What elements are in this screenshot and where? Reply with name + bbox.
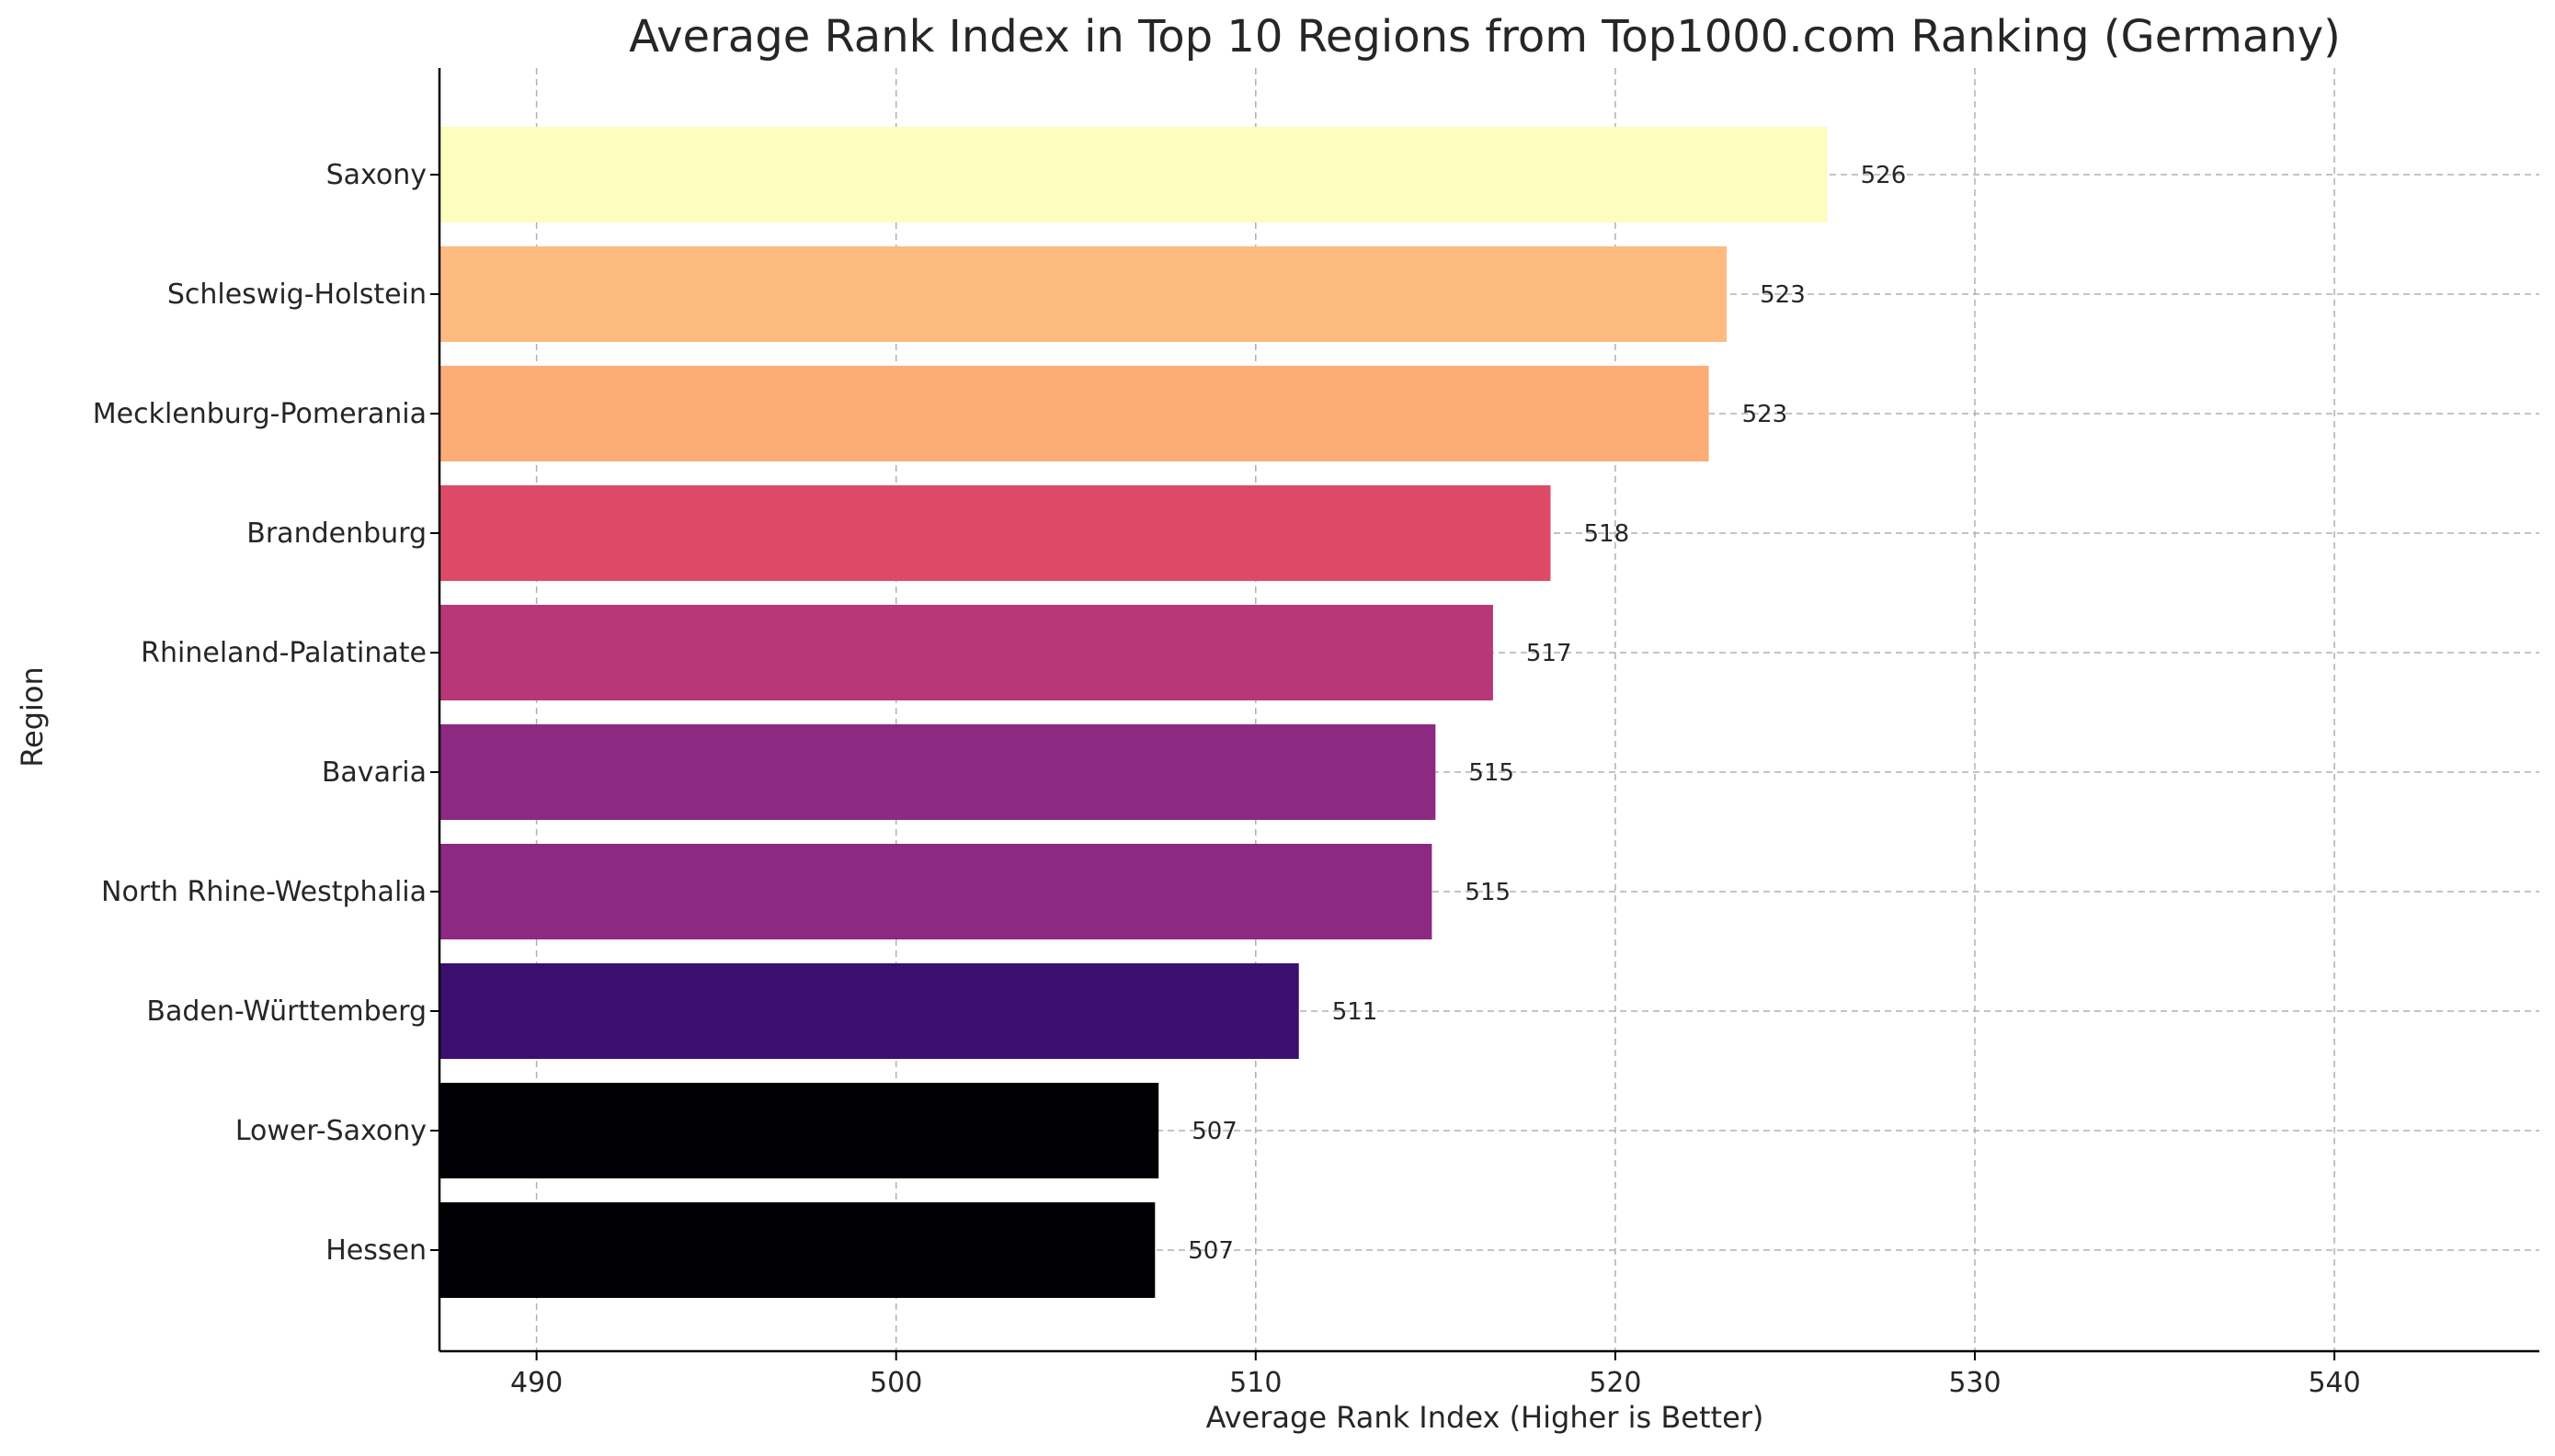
y-tick-label: North Rhine-Westphalia <box>101 876 427 908</box>
bar <box>439 366 1709 461</box>
data-label: 515 <box>1468 759 1514 787</box>
y-tick-label: Baden-Württemberg <box>146 995 427 1028</box>
y-tick-label: Schleswig-Holstein <box>167 279 427 311</box>
bar <box>439 844 1432 939</box>
data-label: 526 <box>1861 162 1907 189</box>
x-tick-label: 540 <box>2308 1367 2360 1399</box>
data-label: 515 <box>1465 879 1511 906</box>
data-label: 523 <box>1760 281 1806 309</box>
y-tick-label: Rhineland-Palatinate <box>141 637 427 669</box>
y-tick-label: Saxony <box>326 159 427 191</box>
axes-layer: 490 500 510 520 530 540 <box>430 68 2539 1399</box>
chart-title: Average Rank Index in Top 10 Regions fro… <box>629 11 2341 63</box>
data-label: 523 <box>1742 401 1788 428</box>
y-tick-label: Mecklenburg-Pomerania <box>93 398 427 430</box>
bar <box>439 724 1436 820</box>
y-tick-label: Bavaria <box>322 756 427 789</box>
y-tick-label: Hessen <box>325 1234 427 1267</box>
x-tick-label: 510 <box>1229 1367 1282 1399</box>
labels-layer: Saxony 526 Schleswig-Holstein 523 Mecklenbur… <box>93 159 1907 1267</box>
x-axis-title: Average Rank Index (Higher is Better) <box>1206 1400 1764 1435</box>
x-tick-label: 530 <box>1948 1367 2001 1399</box>
bars-layer <box>439 127 1828 1298</box>
data-label: 517 <box>1526 640 1572 667</box>
bar <box>439 485 1551 581</box>
bar <box>439 246 1728 342</box>
data-label: 518 <box>1583 520 1629 548</box>
data-label: 507 <box>1192 1118 1238 1145</box>
data-label: 511 <box>1332 998 1378 1026</box>
bar <box>439 1202 1156 1298</box>
bar <box>439 127 1828 222</box>
y-tick-label: Lower-Saxony <box>235 1115 427 1147</box>
y-axis-title: Region <box>15 666 50 768</box>
bar <box>439 963 1299 1059</box>
y-tick-label: Brandenburg <box>246 518 427 550</box>
x-tick-label: 520 <box>1589 1367 1641 1399</box>
bar <box>439 605 1493 700</box>
x-tick-label: 500 <box>870 1367 922 1399</box>
data-label: 507 <box>1188 1237 1234 1265</box>
bar <box>439 1083 1159 1178</box>
x-tick-label: 490 <box>510 1367 563 1399</box>
